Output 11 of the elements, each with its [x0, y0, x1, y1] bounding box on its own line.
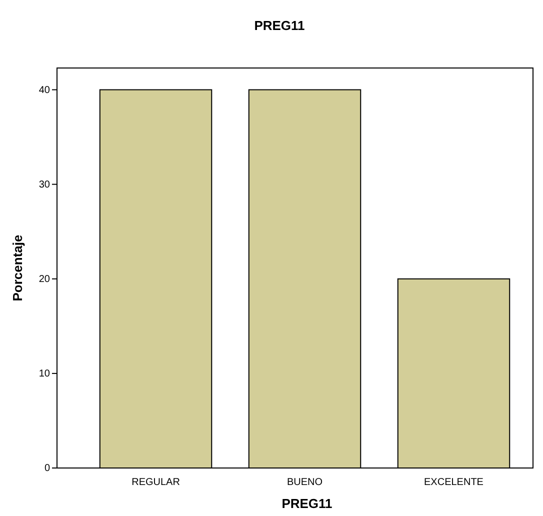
x-tick-label: BUENO: [286, 477, 323, 488]
y-tick-label: 40: [38, 84, 50, 96]
x-tick-label: REGULAR: [132, 477, 180, 488]
x-axis-title: PREG11: [282, 496, 332, 511]
x-tick-label: EXCELENTE: [424, 477, 484, 488]
y-tick-label: 20: [38, 274, 50, 286]
y-tick-label: 10: [38, 368, 50, 380]
chart-title: PREG11: [254, 18, 305, 33]
y-axis-title: Porcentaje: [10, 234, 25, 302]
y-tick-label: 0: [44, 463, 50, 474]
y-tick-label: 30: [38, 180, 50, 191]
